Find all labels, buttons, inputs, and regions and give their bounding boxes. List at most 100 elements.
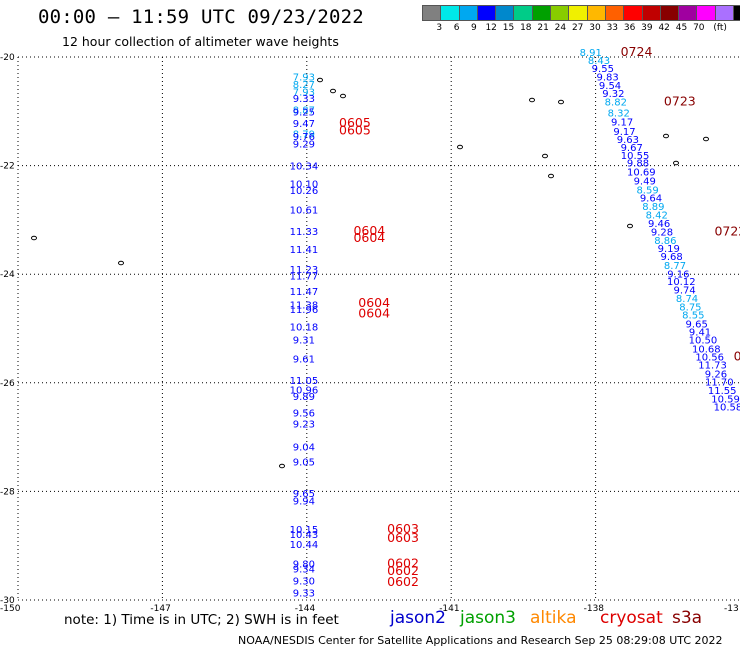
wave-height-label: 9.56 (293, 408, 315, 419)
wave-height-label: 10.10 (290, 179, 319, 190)
lat-axis-label: -22 (0, 162, 15, 172)
wave-height-label: 9.30 (293, 576, 315, 587)
wave-height-label: 10.44 (290, 540, 319, 551)
color-scale-legend: 3 6 9 12 15 18 21 24 27 30 33 36 39 42 45 70 (ft) (422, 5, 740, 35)
wave-height-label: 7.93 (293, 72, 315, 83)
wave-height-label: 9.64 (640, 193, 662, 204)
island-outline (31, 235, 37, 241)
color-scale-swatches (422, 5, 740, 21)
wave-height-label: 11.05 (290, 376, 319, 387)
wave-height-label: 8.75 (679, 303, 701, 314)
island-outline (118, 260, 124, 266)
wave-height-label: 10.58 (714, 402, 740, 413)
wave-height-label: 9.33 (293, 94, 315, 105)
wave-height-label: 9.76 (293, 132, 315, 143)
wave-height-label: 10.43 (290, 530, 319, 541)
wave-height-label: 10.34 (290, 161, 319, 172)
color-scale-labels: 3 6 9 12 15 18 21 24 27 30 33 36 39 42 45 70 (ft) (422, 21, 740, 35)
wave-height-label: 11.47 (290, 287, 319, 298)
wave-height-label: 8.87 (293, 105, 315, 116)
pass-time-label: 0722 (714, 224, 740, 239)
scale-tick-label: 9 (471, 23, 477, 33)
wave-height-label: 9.17 (611, 117, 633, 128)
lon-axis-label: -13 (724, 604, 739, 614)
wave-height-label: 11.96 (290, 305, 319, 316)
scale-tick-label: 15 (502, 23, 515, 33)
satellite-jason3: jason3 (460, 608, 516, 628)
scale-tick-label: 27 (571, 23, 584, 33)
pass-time-label: 0605 (339, 115, 371, 130)
pass-time-label: 0604 (358, 306, 390, 321)
lat-axis-label: -26 (0, 379, 15, 389)
lon-axis-label: -141 (439, 604, 459, 614)
wave-height-label: 8.27 (293, 80, 315, 91)
wave-height-label: 8.43 (588, 56, 610, 67)
pass-time-label: 0605 (339, 123, 371, 138)
island-outline (542, 153, 548, 159)
wave-height-label: 9.17 (613, 127, 635, 138)
scale-tick-label: 30 (589, 23, 601, 33)
island-outline (279, 463, 285, 469)
island-outline (558, 99, 564, 105)
scale-swatch (733, 5, 740, 21)
wave-height-label: 9.29 (293, 140, 315, 151)
pass-time-label: 0604 (353, 230, 385, 245)
scale-tick-label: 33 (606, 23, 619, 33)
wave-height-label: 10.15 (290, 525, 319, 536)
wave-height-label: 9.89 (293, 392, 315, 403)
scale-tick-label: 6 (453, 23, 460, 33)
pass-time-label: 0604 (358, 295, 390, 310)
wave-height-label: 11.33 (290, 227, 319, 238)
wave-height-label: 9.83 (597, 72, 619, 83)
scale-tick-label: 24 (554, 23, 567, 33)
wave-height-label: 8.32 (608, 109, 630, 120)
wave-height-label: 10.69 (627, 167, 656, 178)
island-outline (330, 88, 336, 94)
island-outline (703, 136, 709, 142)
wave-height-label: 9.41 (689, 328, 711, 339)
scale-tick-label: 39 (641, 23, 653, 33)
pass-time-label: 0 (734, 349, 740, 364)
wave-height-label: 11.70 (705, 378, 734, 389)
lat-axis-label: -30 (0, 596, 15, 606)
wave-height-label: 9.74 (674, 286, 696, 297)
lon-axis-label: -138 (584, 604, 605, 614)
island-outline (548, 173, 554, 179)
wave-height-label: 9.65 (686, 319, 708, 330)
island-outline (627, 223, 633, 229)
wave-height-label: 10.96 (290, 386, 319, 397)
satellite-altika: altika (530, 608, 577, 628)
scale-tick-label: 12 (485, 23, 497, 33)
island-outline (663, 133, 669, 139)
wave-height-label: 9.04 (293, 443, 315, 454)
wave-height-label: 11.38 (290, 300, 319, 311)
wave-height-label: 8.74 (676, 294, 698, 305)
scale-tick-label: 45 (675, 23, 688, 33)
lon-axis-label: -147 (150, 604, 170, 614)
scale-tick-label: (ft) (713, 23, 727, 33)
wave-height-label: 9.55 (592, 64, 614, 75)
scale-tick-label: 36 (623, 23, 636, 33)
wave-height-label: 9.25 (293, 108, 315, 119)
lat-axis-label: -28 (0, 487, 15, 497)
wave-height-label: 11.41 (290, 245, 319, 256)
island-outline (457, 144, 463, 150)
scale-tick-label: 3 (436, 23, 443, 33)
wave-height-label: 10.56 (695, 353, 724, 364)
wave-height-label: 8.91 (580, 48, 602, 59)
wave-height-label: 11.55 (708, 386, 737, 397)
wave-height-label: 9.68 (661, 252, 683, 263)
pass-time-label: 0603 (387, 530, 419, 545)
wave-height-label: 10.26 (290, 186, 319, 197)
island-outline (340, 93, 346, 99)
wave-height-label: 10.55 (621, 151, 650, 162)
wave-height-label: 9.31 (293, 336, 315, 347)
island-outline (673, 160, 679, 166)
wave-height-label: 9.28 (651, 228, 673, 239)
pass-time-label: 0602 (387, 574, 419, 589)
pass-time-label: 0602 (387, 555, 419, 570)
wave-height-label: 9.32 (602, 89, 624, 100)
wave-height-label: 10.50 (689, 336, 718, 347)
wave-height-label: 9.94 (293, 496, 315, 507)
wave-height-label: 10.12 (667, 277, 696, 288)
